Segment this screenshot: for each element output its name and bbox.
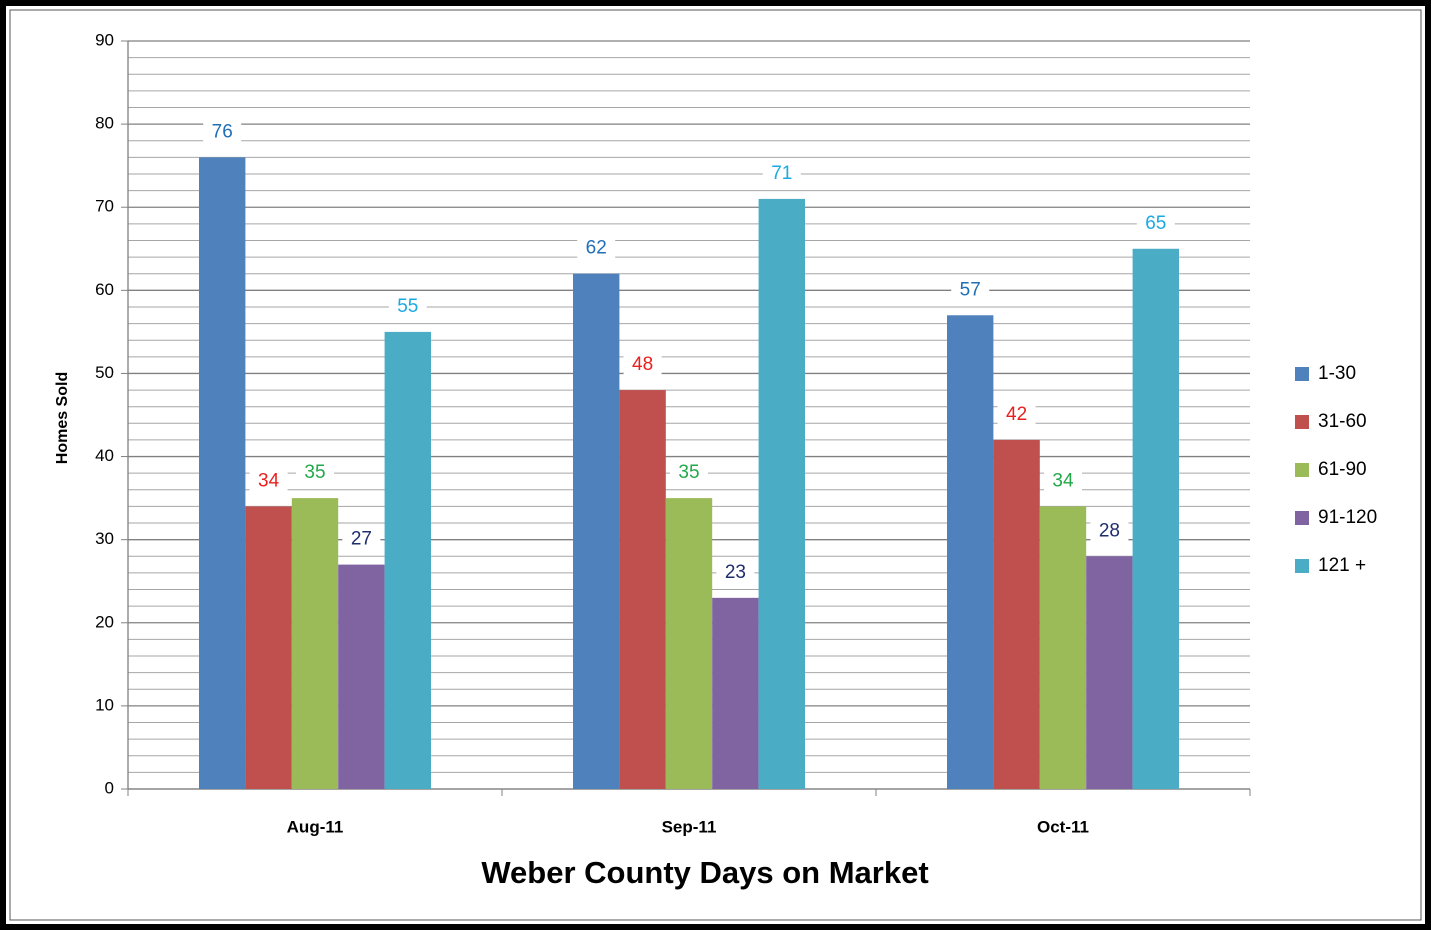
- bar: [384, 331, 431, 789]
- data-label-box: [997, 401, 1036, 428]
- legend-swatch: [1295, 559, 1309, 573]
- data-label: 35: [304, 462, 325, 483]
- bar: [1039, 506, 1087, 789]
- data-label-box: [388, 293, 427, 320]
- legend-label: 61-90: [1318, 459, 1367, 480]
- y-tick-label: 20: [95, 612, 114, 631]
- data-label: 57: [960, 279, 981, 300]
- legend-label: 121 +: [1318, 555, 1366, 576]
- data-label: 28: [1099, 520, 1120, 541]
- inner-frame: [9, 9, 1422, 921]
- data-label-box: [623, 352, 662, 379]
- y-tick-label: 0: [105, 778, 114, 797]
- data-label: 34: [1052, 470, 1074, 491]
- data-label: 71: [771, 163, 792, 184]
- data-label-box: [296, 460, 334, 487]
- data-label-box: [951, 277, 990, 304]
- bar: [199, 157, 246, 789]
- bar: [338, 564, 385, 789]
- y-tick-label: 30: [95, 529, 114, 548]
- legend-label: 91-120: [1318, 507, 1377, 528]
- bar: [1086, 556, 1133, 789]
- marks: 76 34 35 27 55 62 48 35 23 71 57 42 34 28 65: [199, 119, 1179, 789]
- data-label-box: [670, 460, 708, 487]
- data-label-box: [1090, 518, 1129, 545]
- x-tick-label: Sep-11: [662, 817, 717, 836]
- y-tick-label: 80: [95, 114, 114, 133]
- bar: [758, 198, 805, 789]
- data-label: 65: [1145, 213, 1166, 234]
- legend-swatch: [1295, 511, 1309, 525]
- data-label: 76: [212, 121, 233, 142]
- x-tick-label: Oct-11: [1037, 817, 1089, 836]
- bar: [665, 498, 713, 789]
- bar: [245, 506, 292, 789]
- legend-label: 1-30: [1318, 363, 1356, 384]
- y-tick-label: 40: [95, 446, 114, 465]
- legend-swatch: [1295, 367, 1309, 381]
- data-label: 42: [1006, 404, 1027, 425]
- data-label: 23: [725, 562, 746, 583]
- data-label: 27: [351, 529, 372, 550]
- bar: [993, 439, 1040, 789]
- data-label-box: [577, 235, 616, 262]
- bar: [947, 315, 994, 789]
- data-label: 62: [586, 238, 607, 259]
- legend-swatch: [1295, 463, 1309, 477]
- legend-label: 31-60: [1318, 411, 1367, 432]
- data-label-box: [203, 119, 242, 146]
- data-label: 34: [258, 470, 280, 491]
- data-label-box: [1044, 468, 1082, 495]
- legend-swatch: [1295, 415, 1309, 429]
- data-label-box: [762, 160, 801, 187]
- y-tick-label: 70: [95, 197, 114, 216]
- data-label: 55: [397, 296, 418, 317]
- data-label-box: [1136, 210, 1175, 237]
- chart-title: Weber County Days on Market: [481, 855, 928, 890]
- bar: [1132, 248, 1179, 789]
- data-label-box: [249, 468, 288, 495]
- bar: [712, 597, 759, 789]
- y-axis-label: Homes Sold: [54, 372, 71, 464]
- data-label: 35: [678, 462, 699, 483]
- bar: [291, 498, 339, 789]
- x-tick-label: Aug-11: [287, 817, 344, 836]
- data-label: 48: [632, 354, 653, 375]
- bar: [573, 273, 620, 789]
- y-tick-label: 90: [95, 30, 114, 49]
- data-label-box: [342, 526, 381, 553]
- data-label-box: [716, 559, 755, 586]
- y-tick-label: 60: [95, 280, 114, 299]
- y-tick-label: 50: [95, 363, 114, 382]
- bar: [619, 390, 666, 789]
- y-tick-label: 10: [95, 695, 114, 714]
